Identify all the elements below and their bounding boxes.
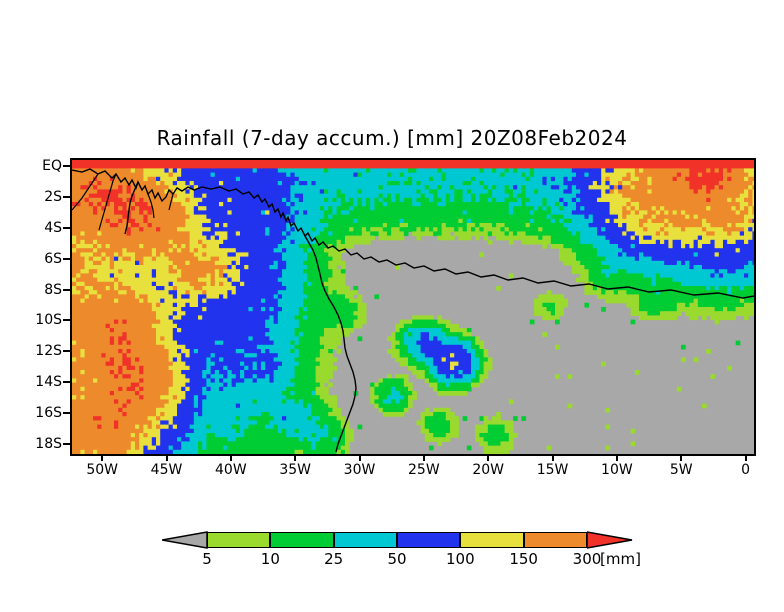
colorbar-over-arrow [587, 531, 633, 549]
colorbar-under-arrow [162, 531, 208, 549]
colorbar [162, 530, 633, 550]
y-axis-tick-mark [63, 319, 70, 322]
y-axis-tick-mark [63, 226, 70, 229]
page-title: Rainfall (7-day accum.) [mm] 20Z08Feb202… [156, 126, 628, 150]
colorbar-tick-label: 25 [324, 550, 344, 568]
colorbar-segment [270, 532, 334, 548]
colorbar-tick-label: 100 [446, 550, 475, 568]
y-axis-tick-mark [63, 164, 70, 167]
y-axis: EQ 2S 4S 6S 8S 10S 12S 14S 16S 18S [0, 0, 62, 612]
colorbar-segment [397, 532, 461, 548]
colorbar-tick-label: 150 [509, 550, 538, 568]
x-axis-tick-mark [101, 454, 104, 461]
y-axis-tick-mark [63, 257, 70, 260]
map-plot-area [70, 158, 756, 456]
x-axis-tick-label: 45W [150, 462, 183, 478]
y-axis-tick-mark [63, 412, 70, 415]
x-axis-tick-label: 50W [86, 462, 118, 478]
y-axis-tick-label: 14S [35, 374, 62, 391]
x-axis-tick-label: 40W [215, 462, 247, 478]
colorbar-tick-label: 300 [572, 550, 602, 568]
colorbar-unit-label: [mm] [600, 550, 641, 568]
x-axis-tick-label: 30W [343, 462, 376, 478]
x-axis-tick-mark [487, 454, 490, 461]
colorbar-tick-label: 5 [202, 550, 212, 568]
x-axis-tick-mark [422, 454, 425, 461]
y-axis-tick-mark [63, 381, 70, 384]
colorbar-tick-label: 10 [260, 550, 280, 568]
colorbar-segment [523, 532, 587, 548]
y-axis-tick-mark [63, 443, 70, 446]
x-axis-tick-label: 15W [536, 462, 569, 478]
y-axis-tick-label: 8S [44, 281, 62, 298]
x-axis-tick-label: 25W [408, 462, 440, 478]
y-axis-tick-label: 4S [44, 219, 62, 236]
x-axis-tick-mark [551, 454, 554, 461]
x-axis-tick-mark [744, 454, 747, 461]
y-axis-tick-mark [63, 288, 70, 291]
colorbar-tick-label: 50 [387, 550, 407, 568]
y-axis-tick-label: 16S [35, 405, 62, 422]
y-axis-tick-label: 6S [44, 250, 62, 267]
y-axis-tick-label: 12S [35, 343, 62, 360]
x-axis-tick-label: 5W [669, 462, 693, 478]
x-axis-tick-mark [358, 454, 361, 461]
x-axis-tick-mark [165, 454, 168, 461]
y-axis-tick-label: EQ [42, 157, 62, 174]
x-axis-tick-mark [229, 454, 232, 461]
y-axis-tick-label: 18S [35, 436, 62, 453]
x-axis-tick-mark [680, 454, 683, 461]
y-axis-tick-label: 10S [35, 312, 62, 329]
colorbar-segment [333, 532, 397, 548]
x-axis-tick-mark [615, 454, 618, 461]
x-axis-tick-mark [294, 454, 297, 461]
x-axis-tick-label: 10W [601, 462, 633, 478]
y-axis-tick-mark [63, 195, 70, 198]
x-axis-tick-label: 0 [741, 462, 751, 478]
y-axis-tick-mark [63, 350, 70, 353]
colorbar-segment [460, 532, 524, 548]
colorbar-segment [207, 532, 271, 548]
y-axis-tick-label: 2S [44, 188, 62, 205]
x-axis-tick-label: 20W [472, 462, 505, 478]
rainfall-raster [72, 160, 754, 454]
x-axis-tick-label: 35W [279, 462, 312, 478]
coastline-overlay [72, 168, 754, 453]
